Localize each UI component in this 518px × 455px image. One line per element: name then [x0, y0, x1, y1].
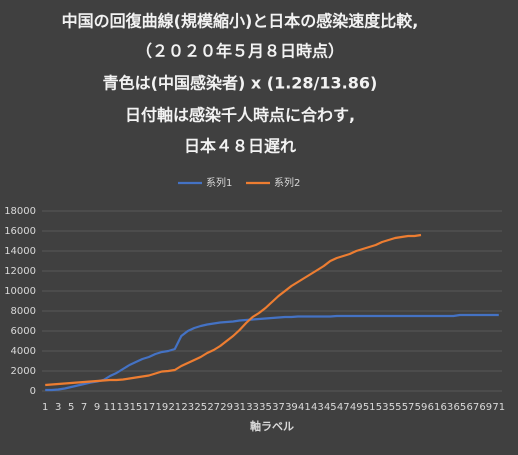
x-tick-label: 41: [298, 402, 311, 413]
x-tick-label: 61: [428, 402, 441, 413]
x-tick-label: 49: [350, 402, 363, 413]
x-tick-label: 67: [466, 402, 479, 413]
x-tick-label: 63: [441, 402, 454, 413]
y-tick-label: 12000: [4, 266, 36, 277]
x-tick-label: 13: [117, 402, 130, 413]
chart-title: 日付軸は感染千人時点に合わす,: [125, 106, 355, 125]
x-tick-label: 31: [233, 402, 246, 413]
x-tick-label: 53: [376, 402, 389, 413]
x-tick-label: 69: [479, 402, 492, 413]
x-tick-label: 17: [143, 402, 156, 413]
x-tick-label: 5: [68, 402, 74, 413]
y-tick-label: 6000: [11, 326, 36, 337]
x-axis-title: 軸ラベル: [250, 419, 294, 433]
x-tick-label: 33: [246, 402, 259, 413]
y-tick-label: 2000: [11, 366, 36, 377]
legend-label: 系列2: [274, 176, 300, 189]
x-tick-label: 7: [81, 402, 87, 413]
chart-title: 日本４８日遅れ: [184, 137, 296, 156]
x-tick-label: 35: [259, 402, 272, 413]
y-tick-label: 10000: [4, 286, 36, 297]
x-tick-label: 57: [402, 402, 415, 413]
x-tick-label: 65: [454, 402, 467, 413]
x-tick-label: 51: [363, 402, 376, 413]
x-tick-label: 11: [104, 402, 117, 413]
x-tick-label: 25: [194, 402, 207, 413]
x-tick-label: 21: [168, 402, 181, 413]
x-tick-label: 71: [492, 402, 505, 413]
chart-title: （２０２０年５月８日時点）: [136, 42, 344, 61]
series-line: [45, 313, 499, 392]
y-tick-label: 4000: [11, 346, 36, 357]
x-tick-label: 45: [324, 402, 337, 413]
x-tick-label: 37: [272, 402, 285, 413]
x-tick-label: 15: [130, 402, 143, 413]
x-tick-label: 47: [337, 402, 350, 413]
chart-title: 中国の回復曲線(規模縮小)と日本の感染速度比較,: [62, 12, 419, 31]
x-tick-label: 29: [220, 402, 233, 413]
x-tick-label: 1: [42, 402, 48, 413]
x-tick-label: 55: [389, 402, 402, 413]
y-tick-label: 14000: [4, 246, 36, 257]
chart-title: 青色は(中国感染者) x (1.28/13.86): [103, 74, 378, 93]
y-tick-label: 8000: [11, 306, 36, 317]
x-tick-label: 23: [181, 402, 194, 413]
x-tick-label: 43: [311, 402, 324, 413]
x-tick-label: 39: [285, 402, 298, 413]
x-tick-label: 3: [55, 402, 61, 413]
series-line: [45, 233, 422, 387]
y-tick-label: 0: [30, 386, 36, 397]
y-tick-label: 16000: [4, 226, 36, 237]
x-tick-label: 59: [415, 402, 428, 413]
legend-label: 系列1: [206, 176, 232, 189]
x-tick-label: 9: [94, 402, 100, 413]
x-tick-label: 27: [207, 402, 220, 413]
x-tick-label: 19: [155, 402, 168, 413]
y-tick-label: 18000: [4, 206, 36, 217]
